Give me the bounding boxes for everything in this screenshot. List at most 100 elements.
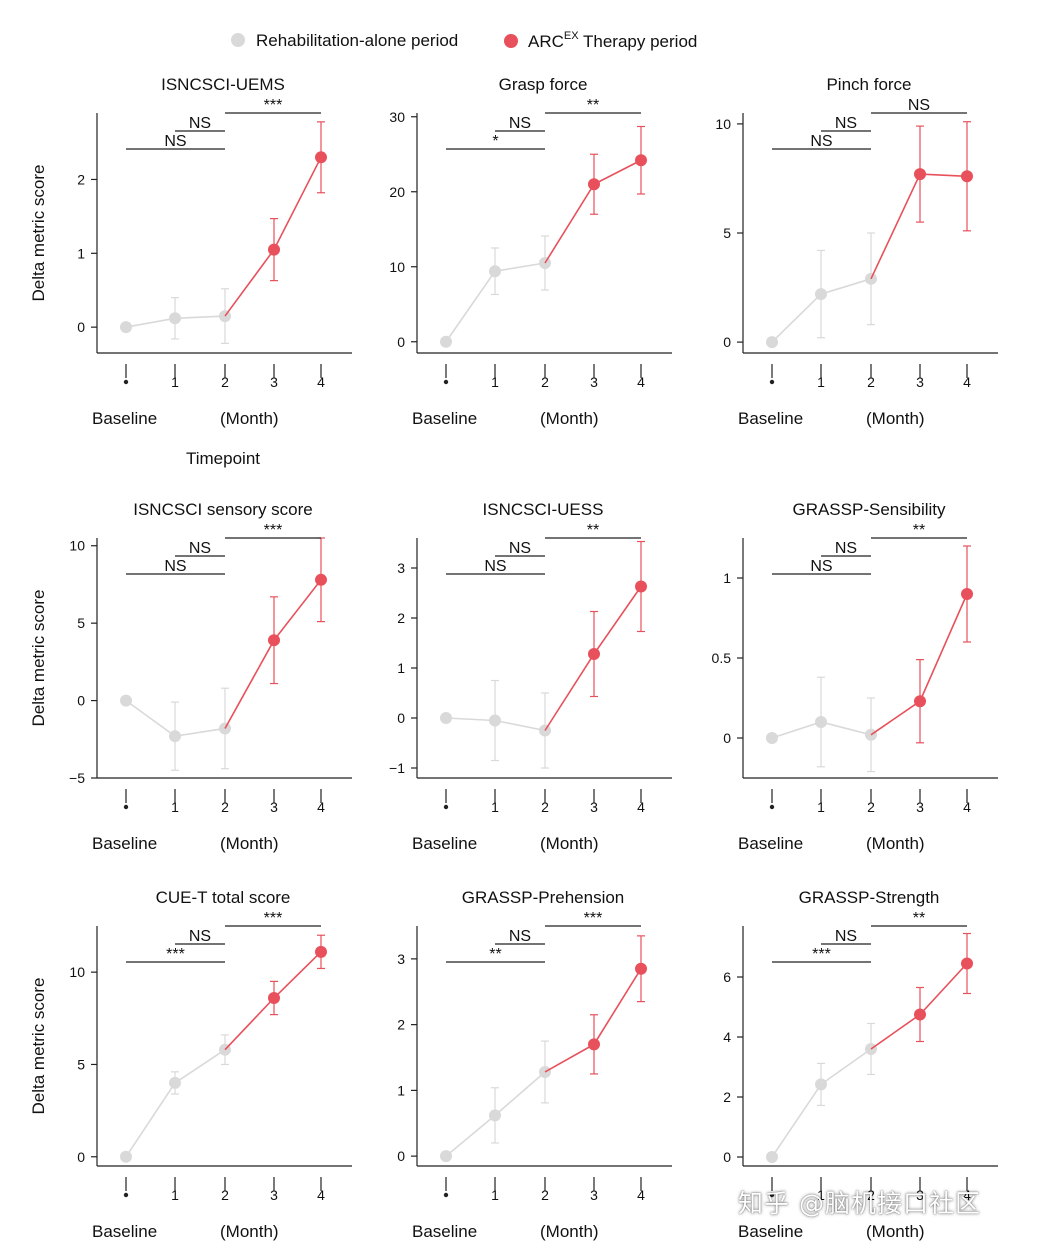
data-point: [961, 588, 973, 600]
x-tick-label: 4: [317, 374, 325, 390]
chart-panel: ISNCSCI-UESS −1 0 1 2 3 1 2 3 4 Baseline (Month) NSN…: [389, 500, 672, 853]
significance-label: NS: [835, 928, 857, 945]
y-tick-label: −5: [69, 770, 85, 786]
x-tick-label: 2: [221, 1187, 229, 1203]
data-point: [961, 170, 973, 183]
x-category-baseline: Baseline: [92, 834, 157, 853]
chart-panel: GRASSP-Prehension 0 1 2 3 1 2 3 4 Baseline (Month)…: [397, 888, 672, 1241]
y-tick-label: 0: [77, 319, 85, 335]
significance-label: ***: [812, 946, 831, 963]
significance-label: NS: [164, 133, 186, 150]
panel-title: GRASSP-Sensibility: [792, 500, 946, 519]
data-point: [315, 945, 327, 958]
series-line: [544, 159, 642, 264]
significance-label: ***: [264, 522, 283, 539]
y-tick-label: 10: [69, 964, 85, 980]
series-line: [125, 1049, 226, 1158]
baseline-dot: [769, 1192, 775, 1198]
x-tick-label: 2: [541, 1187, 549, 1203]
x-tick-label: 2: [867, 374, 875, 390]
x-tick-label: 3: [590, 374, 598, 390]
x-tick-label: 1: [491, 374, 499, 390]
significance-label: NS: [509, 115, 531, 132]
data-point: [914, 168, 926, 181]
x-tick-label: 2: [221, 799, 229, 815]
y-tick-label: 0: [397, 334, 405, 350]
significance-label: NS: [484, 558, 506, 575]
significance-label: NS: [164, 558, 186, 575]
x-axis-title: Timepoint: [186, 449, 260, 468]
y-axis-label: Delta metric score: [29, 978, 48, 1115]
x-category-baseline: Baseline: [412, 834, 477, 853]
series-line: [224, 156, 322, 317]
x-tick-label: 4: [317, 799, 325, 815]
x-tick-label: 1: [171, 799, 179, 815]
data-point: [815, 288, 827, 301]
x-category-month: (Month): [220, 834, 279, 853]
baseline-dot: [123, 1192, 129, 1198]
data-point: [588, 648, 600, 660]
data-point: [440, 1150, 452, 1163]
data-point: [635, 154, 647, 167]
x-tick-label: 3: [590, 1187, 598, 1203]
x-category-month: (Month): [866, 409, 925, 428]
legend-arc-label: ARCEX Therapy period: [528, 30, 697, 51]
series-line: [544, 968, 642, 1073]
x-category-month: (Month): [540, 1222, 599, 1241]
data-point: [268, 634, 280, 647]
legend-arc-sup: EX: [564, 30, 579, 42]
significance-label: ***: [584, 910, 603, 927]
chart-panel: GRASSP-Sensibility 0 0.5 1 1 2 3 4 Baseline (Mont…: [712, 500, 998, 853]
significance-label: ***: [264, 97, 283, 114]
data-point: [588, 1038, 600, 1051]
baseline-dot: [123, 379, 129, 385]
legend-rehab-label: Rehabilitation-alone period: [256, 31, 458, 50]
x-category-month: (Month): [220, 1222, 279, 1241]
chart-panel: Grasp force 0 10 20 30 1 2 3 4 Baseline (Month) * NS…: [389, 75, 672, 428]
x-category-month: (Month): [866, 1222, 925, 1241]
data-point: [489, 1109, 501, 1122]
significance-label: NS: [835, 540, 857, 557]
series-line: [224, 579, 322, 729]
x-tick-label: 1: [171, 1187, 179, 1203]
series-line: [870, 593, 968, 736]
data-point: [914, 695, 926, 708]
watermark: 知乎 @脑机接口社区: [738, 1189, 981, 1218]
data-point: [120, 694, 132, 707]
baseline-dot: [443, 379, 449, 385]
significance-label: NS: [189, 115, 211, 132]
x-category-baseline: Baseline: [92, 1222, 157, 1241]
panel-title: ISNCSCI sensory score: [133, 500, 313, 519]
x-tick-label: 3: [270, 1187, 278, 1203]
data-point: [588, 178, 600, 191]
chart-panels: ISNCSCI-UEMS 0 1 2 1 2 3 4 Baseline (Month) Delta …: [29, 75, 998, 1241]
y-tick-label: 0: [723, 1149, 731, 1165]
x-tick-label: 2: [541, 799, 549, 815]
data-point: [315, 573, 327, 586]
y-tick-label: 0: [723, 730, 731, 746]
x-tick-label: 4: [317, 1187, 325, 1203]
y-tick-label: 30: [389, 109, 405, 125]
data-point: [268, 992, 280, 1004]
x-category-baseline: Baseline: [738, 409, 803, 428]
data-point: [169, 730, 181, 743]
panel-title: Grasp force: [499, 75, 588, 94]
baseline-dot: [769, 379, 775, 385]
x-category-month: (Month): [540, 409, 599, 428]
baseline-dot: [123, 804, 129, 810]
data-point: [440, 335, 452, 348]
significance-label: NS: [810, 133, 832, 150]
x-tick-label: 2: [867, 1187, 875, 1203]
x-category-baseline: Baseline: [412, 409, 477, 428]
baseline-dot: [769, 804, 775, 810]
x-tick-label: 4: [637, 799, 645, 815]
x-tick-label: 3: [916, 799, 924, 815]
y-tick-label: 0: [77, 1149, 85, 1165]
y-tick-label: −1: [389, 760, 405, 776]
significance-label: **: [587, 97, 599, 114]
y-tick-label: 0: [397, 710, 405, 726]
y-tick-label: 1: [723, 570, 731, 586]
significance-label: ***: [264, 910, 283, 927]
y-tick-label: 2: [397, 1017, 405, 1033]
significance-label: *: [492, 133, 498, 150]
